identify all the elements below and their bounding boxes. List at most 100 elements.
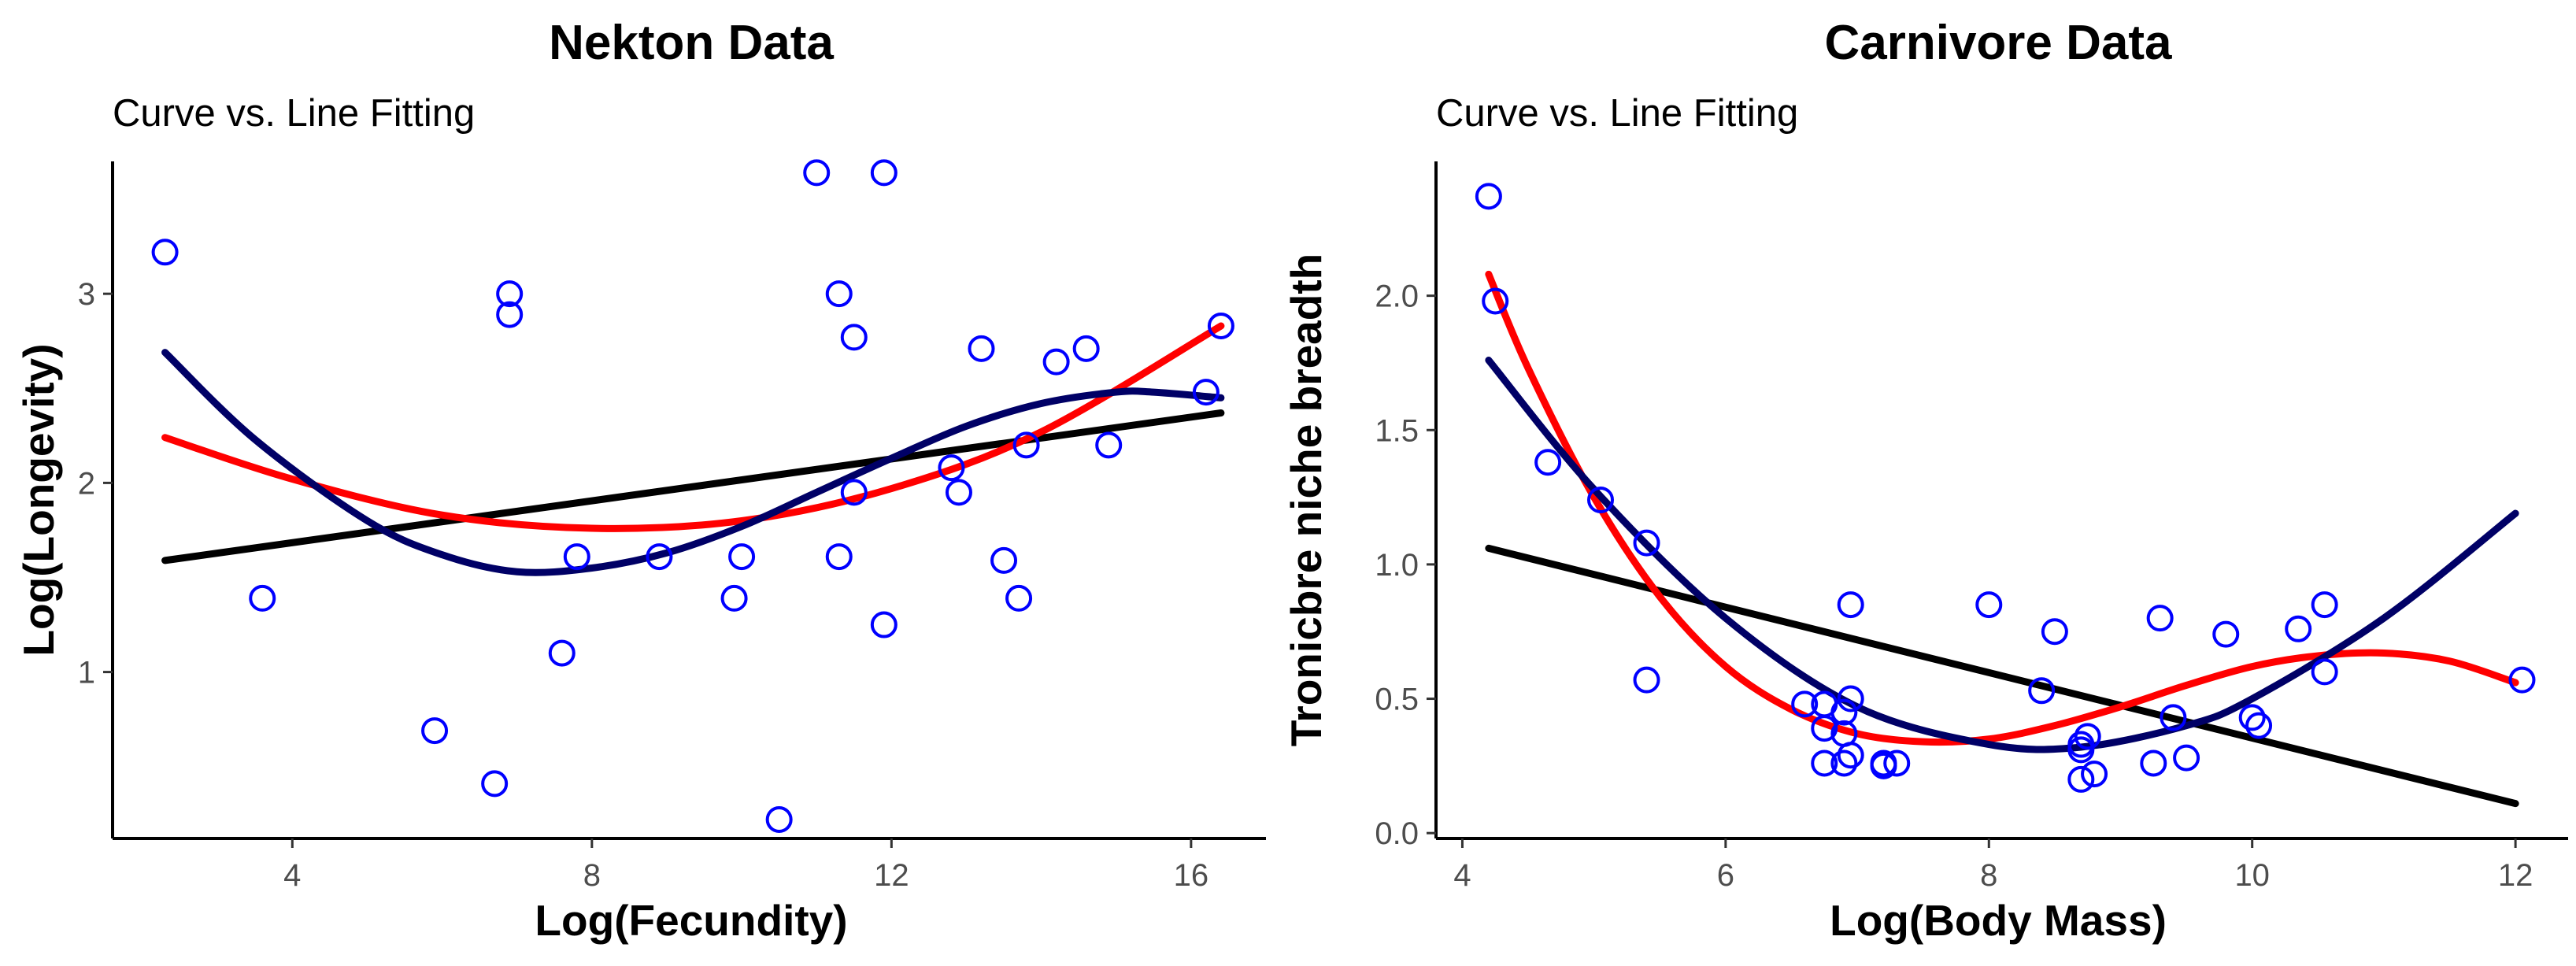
data-point	[1042, 348, 1070, 376]
data-point	[1633, 529, 1660, 557]
cubic-fit-line	[161, 349, 1225, 576]
data-point	[1633, 666, 1660, 694]
data-point	[2028, 677, 2056, 705]
linear-fit-line	[1485, 544, 2519, 808]
data-point	[1883, 749, 1911, 777]
data-point	[2238, 704, 2266, 731]
data-point	[825, 280, 853, 308]
data-point	[2212, 620, 2240, 648]
data-point	[1072, 335, 1100, 362]
fit-lines	[161, 322, 1225, 576]
chart-subtitle: Curve vs. Line Fitting	[113, 92, 475, 135]
data-point	[840, 479, 868, 506]
data-point	[2140, 749, 2167, 777]
x-axis-title: Log(Body Mass)	[1830, 896, 2167, 945]
data-point	[2146, 605, 2174, 632]
x-tick-label: 4	[1453, 858, 1471, 893]
y-tick-label: 0.0	[1375, 816, 1419, 851]
data-point	[765, 805, 793, 833]
y-axis-title: Log(Longevity)	[14, 343, 63, 656]
data-point	[496, 280, 524, 308]
data-point	[825, 543, 853, 571]
data-point	[2067, 736, 2095, 764]
x-tick-label: 6	[1717, 858, 1734, 893]
x-tick-label: 10	[2234, 858, 2270, 893]
chart-title: Nekton Data	[549, 16, 834, 70]
data-point	[2041, 618, 2068, 646]
data-point	[1975, 591, 2003, 619]
data-point	[1837, 685, 1864, 712]
data-point	[1811, 715, 1838, 742]
data-point	[151, 239, 179, 266]
y-tick-label: 3	[78, 277, 95, 312]
data-point	[548, 639, 576, 667]
data-point	[1830, 749, 1858, 777]
data-points	[151, 159, 1234, 833]
y-tick-label: 1	[78, 656, 95, 690]
data-point	[1475, 183, 1502, 210]
data-point	[1192, 379, 1220, 406]
data-point	[2081, 761, 2108, 788]
y-tick-label: 2	[78, 466, 95, 501]
y-tick-label: 2.0	[1375, 279, 1419, 314]
data-point	[2311, 658, 2338, 686]
data-point	[563, 543, 590, 571]
chart-subtitle: Curve vs. Line Fitting	[1436, 92, 1798, 135]
data-point	[803, 159, 831, 187]
data-point	[2160, 704, 2187, 731]
data-point	[1830, 698, 1858, 726]
carnivore-panel: Carnivore Data Curve vs. Line Fitting Lo…	[1282, 16, 2568, 945]
data-point	[968, 335, 995, 362]
x-tick-label: 8	[583, 858, 601, 893]
data-point	[840, 324, 868, 351]
data-point	[1207, 312, 1234, 339]
quadratic-fit-line	[161, 322, 1225, 532]
data-point	[496, 301, 524, 328]
data-point	[945, 479, 972, 506]
data-point	[870, 611, 898, 638]
data-point	[1587, 487, 1615, 513]
data-point	[2074, 723, 2101, 750]
data-point	[421, 717, 449, 745]
data-point	[1012, 431, 1040, 459]
data-point	[1005, 584, 1033, 612]
data-point	[870, 159, 898, 187]
y-tick-label: 1.0	[1375, 548, 1419, 583]
x-tick-label: 16	[1174, 858, 1209, 893]
data-point	[1837, 591, 1864, 619]
data-point	[646, 543, 673, 571]
quartic-fit-line	[1485, 270, 2519, 746]
data-point	[2508, 666, 2536, 694]
data-point	[481, 770, 509, 798]
data-point	[2067, 765, 2095, 793]
x-tick-label: 12	[874, 858, 909, 893]
data-point	[2173, 744, 2200, 772]
y-tick-label: 1.5	[1375, 413, 1419, 448]
data-point	[1791, 690, 1819, 718]
chart-title: Carnivore Data	[1824, 16, 2172, 70]
data-point	[2245, 712, 2273, 739]
data-point	[2285, 615, 2312, 642]
x-tick-label: 4	[283, 858, 301, 893]
data-point	[728, 543, 756, 571]
data-point	[1095, 431, 1123, 459]
x-axis-title: Log(Fecundity)	[535, 896, 847, 945]
linear-fit-line	[161, 409, 1225, 564]
y-tick-label: 0.5	[1375, 683, 1419, 717]
data-point	[720, 584, 748, 612]
data-point	[1811, 749, 1838, 777]
data-point	[1837, 742, 1864, 769]
data-point	[1534, 449, 1562, 476]
data-point	[1870, 752, 1897, 779]
y-axis-title: Tronicbre niche breadth	[1282, 254, 1331, 747]
data-point	[938, 454, 965, 482]
data-point	[1482, 287, 1509, 315]
data-point	[2311, 591, 2338, 619]
x-tick-label: 8	[1980, 858, 1997, 893]
x-tick-label: 12	[2498, 858, 2533, 893]
data-points	[1475, 183, 2536, 793]
data-point	[249, 584, 276, 612]
fit-lines	[1485, 270, 2519, 808]
